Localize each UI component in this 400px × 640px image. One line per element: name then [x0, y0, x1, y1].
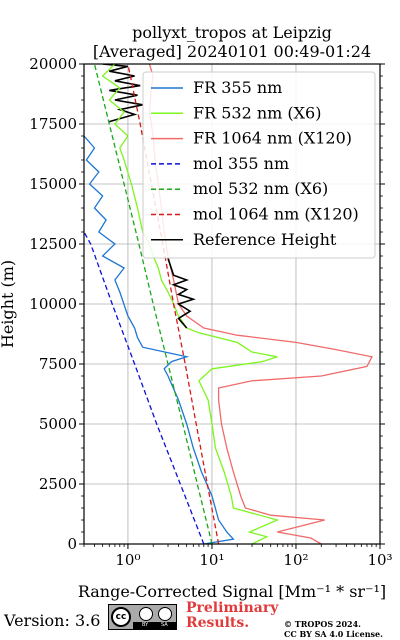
legend: FR 355 nm FR 532 nm (X6) FR 1064 nm (X120)… [142, 71, 376, 259]
y-tick-label: 2500 [39, 475, 77, 493]
legend-box [142, 71, 376, 259]
y-tick-label: 17500 [29, 115, 77, 133]
y-tick-label: 20000 [29, 55, 77, 73]
legend-label: FR 1064 nm (X120) [193, 129, 352, 148]
x-tick-label: 10⁰ [115, 551, 140, 569]
title-line-1: pollyxt_tropos at Leipzig [132, 23, 332, 42]
series-line-mol-355-nm [84, 231, 205, 544]
y-tick-label: 10000 [29, 295, 77, 313]
sa-strip-label: SA [161, 622, 168, 628]
cc-logo-icon: cc [111, 607, 131, 627]
legend-label: FR 355 nm [193, 78, 282, 97]
copyright-line-1: © TROPOS 2024. [284, 619, 361, 629]
preliminary-line-2: Results. [186, 615, 250, 631]
reference-height-top-line [102, 64, 143, 123]
x-axis-label: Range-Corrected Signal [Mm⁻¹ * sr⁻¹] [78, 582, 386, 601]
legend-label: Reference Height [193, 230, 337, 249]
series-line-mol-532-nm-x6 [93, 64, 213, 544]
legend-label: mol 1064 nm (X120) [193, 205, 359, 224]
y-tick-label: 7500 [39, 355, 77, 373]
cc-license-badge[interactable]: cc BY SA [108, 604, 177, 630]
y-tick-label: 12500 [29, 235, 77, 253]
legend-label: mol 532 nm (X6) [193, 179, 328, 198]
x-tick-label: 10¹ [199, 551, 224, 569]
legend-label: FR 532 nm (X6) [193, 103, 321, 122]
y-axis-label: Height (m) [0, 260, 17, 348]
x-tick-label: 10³ [367, 551, 392, 569]
share-alike-icon [158, 607, 172, 621]
series-line-fr-532-nm-x6 [101, 64, 280, 544]
legend-label: mol 355 nm [193, 154, 289, 173]
copyright-note: © TROPOS 2024. CC BY SA 4.0 License. [284, 619, 383, 639]
series-line-mol-1064-nm-x120 [127, 64, 220, 544]
series-line-fr-355-nm [84, 135, 235, 544]
by-attribution-icon [139, 607, 153, 621]
y-tick-label: 15000 [29, 175, 77, 193]
y-tick-label: 5000 [39, 415, 77, 433]
y-tick-label: 0 [67, 535, 77, 553]
version-text: Version: 3.6 [4, 611, 101, 630]
title-line-2: [Averaged] 20240101 00:49-01:24 [93, 42, 371, 61]
by-strip-label: BY [142, 622, 149, 628]
preliminary-line-1: Preliminary [186, 600, 279, 616]
x-tick-label: 10² [283, 551, 308, 569]
series-line-reference-height [167, 258, 196, 329]
preliminary-results-note: Preliminary Results. [186, 601, 278, 631]
axis-ticks: 0 2500 5000 7500 10000 12500 15000 17500 20000 10… [29, 55, 392, 569]
chart-title: pollyxt_tropos at Leipzig [Averaged] 202… [93, 23, 371, 61]
license-strip [133, 622, 176, 629]
copyright-line-2: CC BY SA 4.0 License. [284, 629, 383, 639]
